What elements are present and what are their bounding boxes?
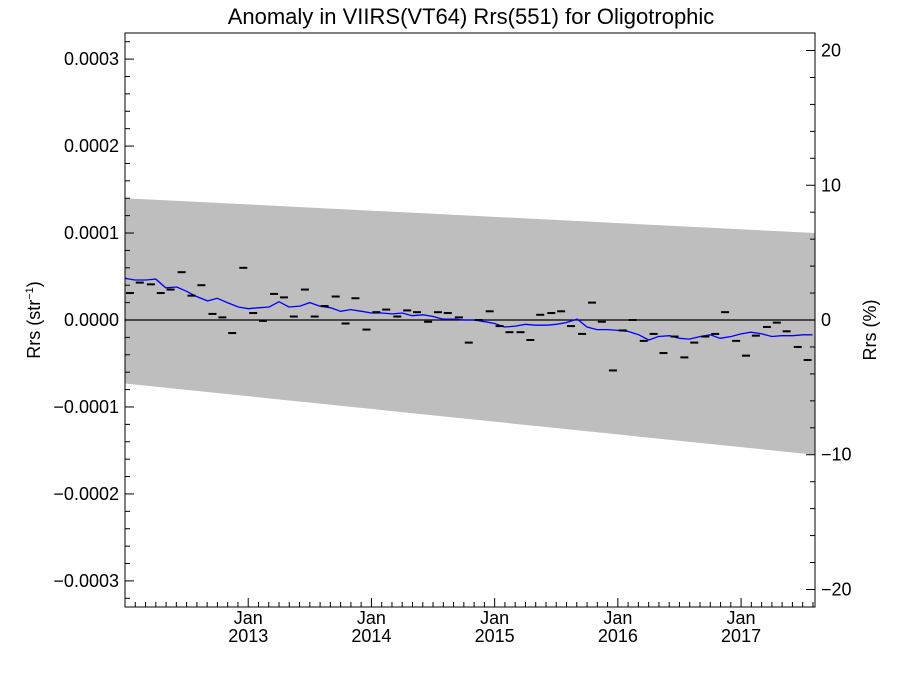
x-tick-month: Jan	[357, 608, 386, 628]
x-tick-year: 2017	[721, 626, 761, 646]
y-axis-label: Rrs (str−1)	[24, 281, 44, 359]
x-tick-month: Jan	[727, 608, 756, 628]
y-tick-label: −0.0001	[53, 397, 119, 417]
right-axis: 20 10 0 −10 −20	[806, 41, 852, 599]
x-tick-month: Jan	[480, 608, 509, 628]
y2-tick-label: 10	[821, 175, 841, 195]
x-tick-year: 2013	[228, 626, 268, 646]
y-tick-label: −0.0002	[53, 484, 119, 504]
chart-title: Anomaly in VIIRS(VT64) Rrs(551) for Olig…	[228, 4, 715, 29]
x-tick-month: Jan	[603, 608, 632, 628]
trend-line-layer	[124, 277, 813, 341]
trend-line	[124, 277, 813, 341]
y-tick-label: 0.0003	[64, 49, 119, 69]
y-axis-label-sup: −1	[24, 287, 36, 300]
data-markers-layer	[125, 266, 812, 372]
y-axis-label-main: Rrs (str	[24, 300, 44, 359]
x-tick-month: Jan	[234, 608, 263, 628]
uncertainty-band	[125, 198, 815, 455]
y2-tick-label: −10	[821, 445, 852, 465]
y-tick-label: −0.0003	[53, 571, 119, 591]
y2-axis-label: Rrs (%)	[860, 300, 880, 361]
y-tick-label: 0.0002	[64, 136, 119, 156]
x-tick-year: 2014	[351, 626, 391, 646]
y2-tick-label: −20	[821, 579, 852, 599]
y-tick-label: 0.0001	[64, 223, 119, 243]
y-tick-label: 0.0000	[64, 310, 119, 330]
left-axis: 0.0003 0.0002 0.0001 0.0000 −0.0001 −0.0002 −0…	[53, 41, 134, 599]
y2-tick-label: 20	[821, 41, 841, 61]
x-tick-year: 2015	[475, 626, 515, 646]
y-axis-label-close: )	[24, 281, 44, 287]
uncertainty-band-layer	[125, 198, 815, 455]
x-tick-year: 2016	[598, 626, 638, 646]
y2-tick-label: 0	[821, 310, 831, 330]
